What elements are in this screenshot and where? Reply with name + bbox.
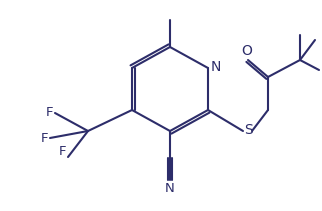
- Text: F: F: [41, 131, 48, 145]
- Text: S: S: [244, 123, 253, 137]
- Text: F: F: [45, 106, 53, 119]
- Text: N: N: [211, 60, 221, 74]
- Text: F: F: [59, 145, 66, 158]
- Text: O: O: [242, 44, 252, 58]
- Text: N: N: [165, 182, 175, 195]
